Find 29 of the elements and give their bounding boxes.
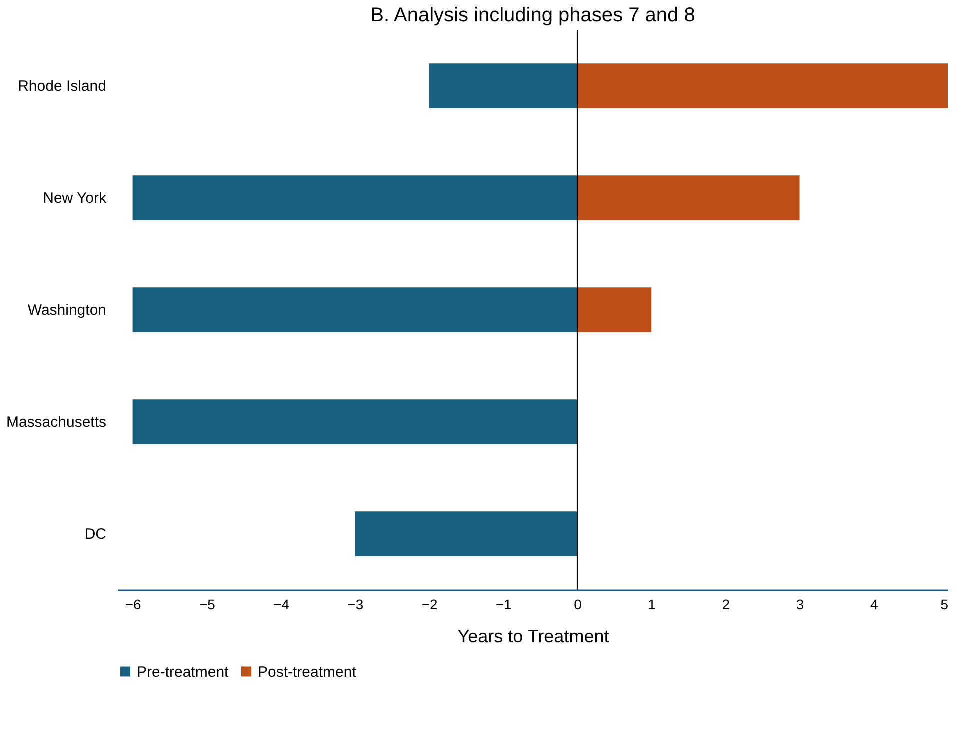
x-tick-label: 3 — [796, 596, 804, 612]
x-axis-title: Years to Treatment — [458, 626, 610, 646]
x-tick-label: −4 — [274, 596, 290, 612]
x-tick-label: 1 — [648, 596, 656, 612]
y-tick-label: Massachusetts — [6, 414, 106, 431]
y-tick-label: Rhode Island — [18, 78, 106, 95]
x-tick-label: −5 — [199, 596, 216, 612]
x-tick-label: 2 — [722, 596, 730, 612]
x-tick-label: −6 — [125, 596, 142, 612]
legend-label: Pre-treatment — [137, 664, 230, 681]
x-tick-label: 5 — [940, 596, 949, 612]
bar — [355, 512, 578, 556]
chart-title: B. Analysis including phases 7 and 8 — [370, 4, 696, 26]
bar — [132, 288, 578, 332]
y-tick-label: DC — [84, 526, 107, 543]
bar — [577, 64, 948, 108]
bar — [577, 288, 652, 332]
legend-label: Post-treatment — [258, 664, 358, 681]
y-tick-label: Washington — [28, 302, 106, 319]
bar — [132, 400, 578, 444]
y-tick-label: New York — [43, 190, 107, 207]
x-tick-label: −3 — [348, 596, 364, 612]
bar — [132, 176, 578, 220]
x-tick-label: −1 — [496, 596, 512, 612]
x-tick-label: 0 — [574, 596, 582, 612]
x-tick-label: −2 — [422, 596, 438, 612]
x-tick-label: 4 — [870, 596, 878, 612]
bar — [429, 64, 578, 108]
bar — [577, 176, 800, 220]
